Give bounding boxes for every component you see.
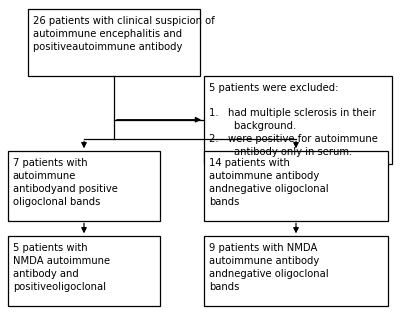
Text: 14 patients with
autoimmune antibody
andnegative oligoclonal
bands: 14 patients with autoimmune antibody and… <box>209 158 328 207</box>
FancyBboxPatch shape <box>8 236 160 306</box>
FancyBboxPatch shape <box>204 236 388 306</box>
FancyBboxPatch shape <box>8 151 160 220</box>
FancyBboxPatch shape <box>204 151 388 220</box>
FancyBboxPatch shape <box>204 76 392 164</box>
FancyBboxPatch shape <box>28 9 200 76</box>
Text: 26 patients with clinical suspicion of
autoimmune encephalitis and
positiveautoi: 26 patients with clinical suspicion of a… <box>33 16 214 52</box>
Text: 7 patients with
autoimmune
antibodyand positive
oligoclonal bands: 7 patients with autoimmune antibodyand p… <box>13 158 118 207</box>
Text: 5 patients with
NMDA autoimmune
antibody and
positiveoligoclonal: 5 patients with NMDA autoimmune antibody… <box>13 243 110 292</box>
Text: 9 patients with NMDA
autoimmune antibody
andnegative oligoclonal
bands: 9 patients with NMDA autoimmune antibody… <box>209 243 328 292</box>
Text: 5 patients were excluded:

1.   had multiple sclerosis in their
        backgrou: 5 patients were excluded: 1. had multipl… <box>209 83 378 157</box>
